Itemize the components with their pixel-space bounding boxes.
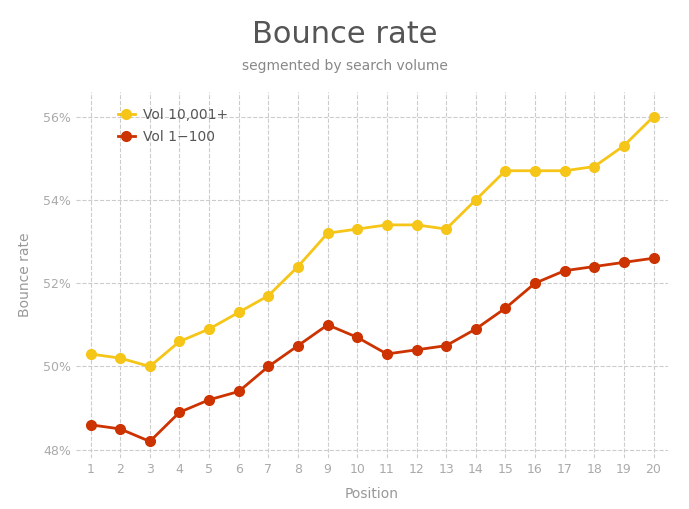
Y-axis label: Bounce rate: Bounce rate [18,233,32,317]
Text: segmented by search volume: segmented by search volume [242,59,447,73]
Text: Bounce rate: Bounce rate [251,20,438,49]
X-axis label: Position: Position [345,487,399,501]
Legend: Vol 10,001+, Vol 1−100: Vol 10,001+, Vol 1−100 [112,102,234,150]
